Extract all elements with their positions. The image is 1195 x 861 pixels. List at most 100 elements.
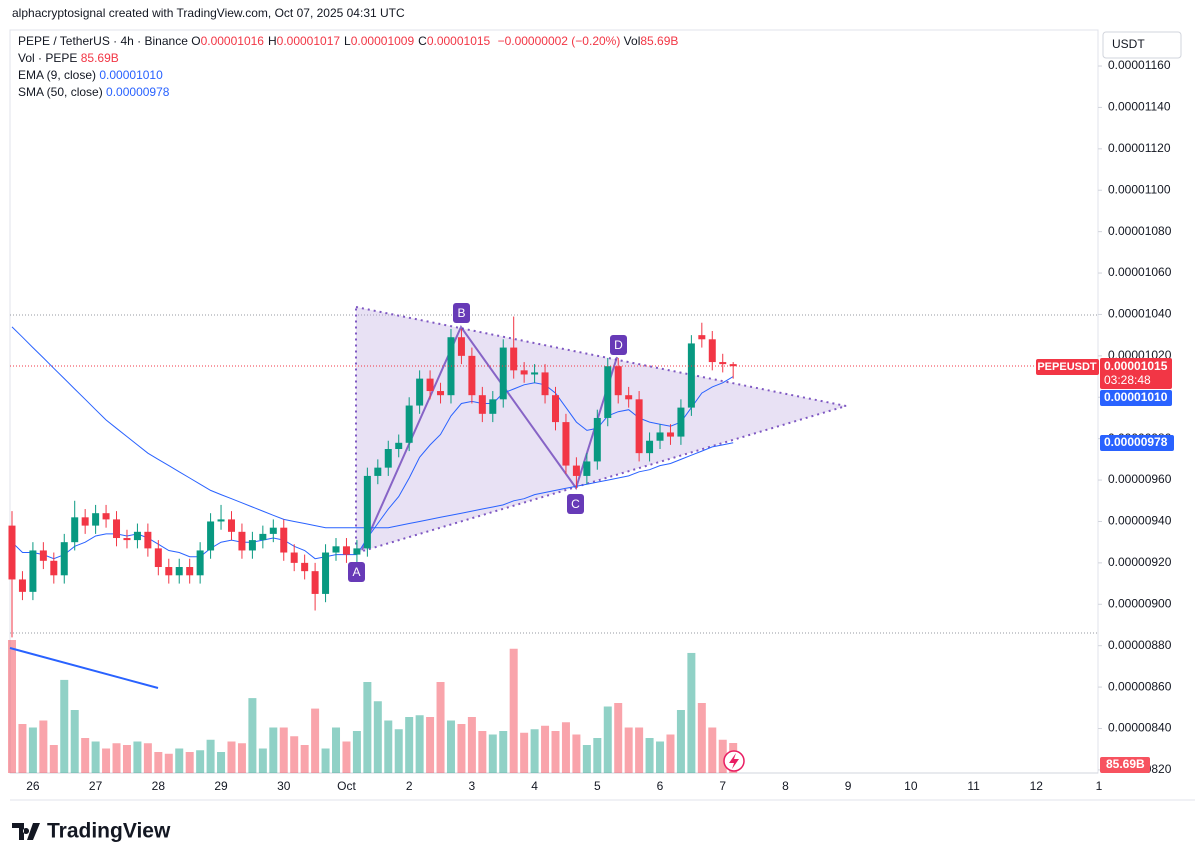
volume-bar (457, 724, 466, 773)
volume-bar (363, 682, 372, 773)
legend-sma-value: 0.00000978 (106, 85, 170, 99)
ema-tag-text: 0.00001010 (1104, 390, 1168, 404)
x-tick-label: 3 (469, 779, 476, 793)
candle-body (646, 440, 654, 454)
volume-bar (112, 743, 121, 773)
candle-body (8, 525, 16, 580)
volume-tag-text: 85.69B (1106, 757, 1145, 771)
legend-sma-name: SMA (50, close) (18, 85, 103, 99)
candle-body (165, 567, 173, 576)
volume-bar (300, 745, 309, 773)
volume-bar (133, 741, 142, 773)
y-tick-label: 0.00000920 (1108, 555, 1172, 569)
y-tick-label: 0.00001080 (1108, 224, 1172, 238)
candle-body (60, 542, 68, 576)
y-tick-label: 0.00001160 (1108, 58, 1171, 72)
pattern-label: A (352, 565, 360, 579)
candle-body (520, 370, 528, 375)
candle-body (196, 550, 204, 576)
candle-body (708, 339, 716, 363)
candle-body (510, 347, 518, 371)
volume-bar (582, 745, 591, 773)
alert-bolt (729, 753, 739, 769)
legend-ohlc-value: 0.00001009 (350, 34, 415, 48)
x-tick-label: 2 (406, 779, 413, 793)
candle-body (457, 337, 465, 356)
y-tick-label: 0.00000840 (1108, 721, 1172, 735)
volume-bar (645, 738, 654, 773)
candle-body (666, 432, 674, 437)
volume-bar (269, 727, 278, 773)
y-tick-label: 0.00001040 (1108, 307, 1172, 321)
candle-body (729, 364, 737, 367)
candle-body (478, 395, 486, 414)
volume-bar (332, 727, 341, 773)
candle-body (656, 432, 664, 441)
candle-body (217, 519, 225, 522)
volume-bar (8, 640, 16, 773)
x-tick-label: 27 (89, 779, 103, 793)
volume-bar (614, 703, 623, 773)
sma-tag (1100, 435, 1174, 451)
y-tick-label: 0.00001120 (1108, 141, 1171, 155)
candle-body (426, 378, 434, 392)
volume-bar (394, 729, 403, 773)
candle-body (374, 467, 382, 476)
volume-bar (175, 748, 184, 773)
candle-body (635, 399, 643, 454)
volume-bar (70, 710, 79, 773)
volume-bar (603, 706, 612, 773)
candle-body (332, 546, 340, 553)
volume-bar (551, 731, 560, 773)
candle-body (687, 343, 695, 408)
x-tick-label: Oct (337, 779, 356, 793)
candle-body (416, 378, 424, 406)
volume-bar (39, 720, 48, 773)
x-tick-label: 9 (845, 779, 852, 793)
candle-body (719, 362, 727, 365)
currency-box[interactable] (1102, 31, 1182, 59)
x-tick-label: 4 (531, 779, 538, 793)
candle-body (604, 366, 612, 418)
candle-body (269, 527, 277, 534)
pattern-label: D (614, 338, 623, 352)
volume-bar (509, 648, 518, 773)
candle-body (499, 347, 507, 400)
volume-bar (154, 752, 163, 773)
candle-body (280, 527, 288, 553)
candle-body (227, 519, 235, 532)
volume-bar (342, 741, 351, 773)
x-tick-label: 6 (657, 779, 664, 793)
y-tick-label: 0.00000900 (1108, 596, 1172, 610)
candle-body (71, 517, 79, 543)
legend-change: −0.00000002 (−0.20%) (497, 34, 621, 48)
volume-bar (122, 745, 131, 773)
line-layer (11, 326, 734, 560)
legend-ema: EMA (9, close) 0.00001010 (18, 67, 163, 84)
pattern-label: B (457, 306, 465, 320)
volume-bar (499, 731, 508, 773)
volume-bar (624, 727, 633, 773)
symbol-tag-text: PEPEUSDT (1037, 361, 1097, 373)
candle-body (531, 372, 539, 375)
price-tag (1100, 358, 1172, 389)
candle-body (29, 550, 37, 592)
x-tick-label: 26 (26, 779, 40, 793)
legend-vol-value: 85.69B (640, 34, 679, 48)
candle-body (405, 405, 413, 443)
pattern-label-box (453, 303, 470, 323)
pattern-label: C (571, 497, 580, 511)
volume-bar (415, 715, 424, 773)
x-tick-label: 30 (277, 779, 291, 793)
volume-bar (248, 698, 257, 773)
volume-bar (227, 741, 236, 773)
candle-body (353, 548, 361, 555)
volume-bar (572, 734, 581, 773)
candle-body (207, 521, 215, 551)
legend-title: PEPE / TetherUS · 4h · Binance (18, 34, 188, 48)
legend-sma: SMA (50, close) 0.00000978 (18, 84, 169, 101)
legend-ohlc-value: 0.00001017 (276, 34, 341, 48)
legend-ohlc-value: 0.00001015 (426, 34, 491, 48)
candle-body (468, 355, 476, 396)
